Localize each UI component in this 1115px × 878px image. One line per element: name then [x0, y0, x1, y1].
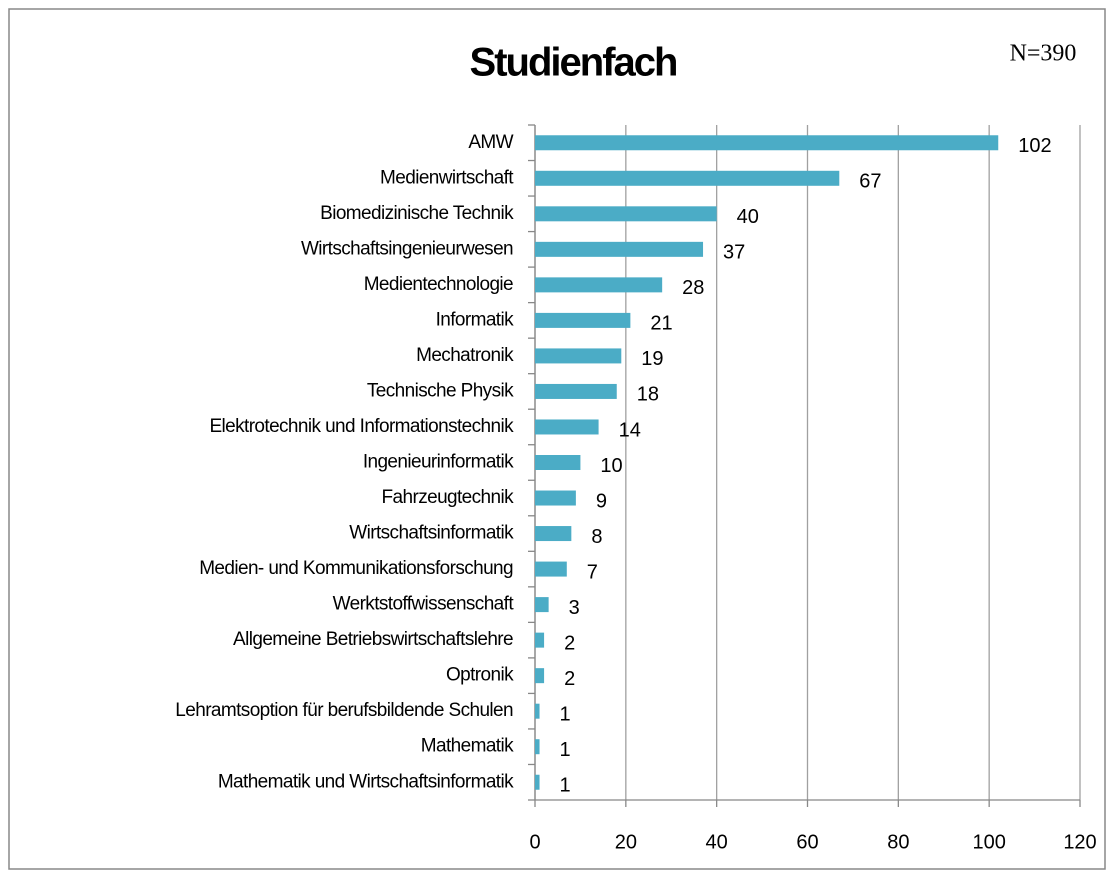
y-tick-label: Mechatronik: [416, 345, 514, 366]
bar: [535, 597, 549, 613]
value-label: 3: [569, 597, 580, 619]
bar: [535, 241, 704, 257]
y-tick-label: Informatik: [436, 309, 515, 330]
bar: [535, 526, 572, 542]
value-label: 102: [1018, 135, 1051, 157]
y-tick-label: Medientechnologie: [364, 274, 513, 295]
value-label: 21: [650, 313, 672, 335]
value-label: 18: [637, 384, 659, 406]
chart-border: [8, 8, 1106, 870]
value-label: 7: [587, 561, 598, 583]
value-label: 28: [682, 277, 704, 299]
y-tick-label: Ingenieurinformatik: [363, 452, 514, 473]
y-tick-label: Technische Physik: [367, 380, 514, 401]
bar: [535, 348, 622, 364]
value-label: 1: [560, 703, 571, 725]
bar: [535, 419, 599, 435]
y-tick-label: Fahrzeugtechnik: [382, 487, 515, 508]
bar: [535, 383, 617, 399]
value-label: 2: [564, 632, 575, 654]
y-tick-label: Medienwirtschaft: [380, 167, 514, 188]
y-tick-label: Lehramtsoption für berufsbildende Schule…: [175, 700, 513, 721]
value-label: 1: [560, 775, 571, 797]
value-label: 9: [596, 490, 607, 512]
y-tick-label: Wirtschaftsingenieurwesen: [301, 238, 513, 259]
value-label: 19: [641, 348, 663, 370]
x-tick-label: 0: [529, 831, 540, 853]
bar: [535, 561, 567, 577]
bar: [535, 312, 631, 328]
x-tick-label: 60: [796, 831, 818, 853]
value-label: 67: [859, 171, 881, 193]
x-tick-label: 100: [972, 831, 1005, 853]
y-tick-label: Optronik: [446, 665, 514, 686]
y-tick-label: Mathematik: [421, 736, 514, 757]
y-tick-label: AMW: [468, 132, 513, 153]
bar: [535, 703, 540, 719]
value-label: 8: [591, 526, 602, 548]
x-tick-label: 80: [887, 831, 909, 853]
y-tick-label: Werktstoffwissenschaft: [333, 594, 515, 615]
bar: [535, 135, 999, 151]
annotation: N=390: [1010, 41, 1077, 67]
value-label: 40: [737, 206, 759, 228]
value-label: 1: [560, 739, 571, 761]
bar: [535, 739, 540, 755]
y-tick-label: Wirtschaftsinformatik: [349, 523, 514, 544]
bar: [535, 206, 717, 222]
y-tick-label: Allgemeine Betriebswirtschaftslehre: [233, 629, 513, 650]
value-label: 10: [600, 455, 622, 477]
value-label: 37: [723, 242, 745, 264]
y-tick-label: Mathematik und Wirtschaftsinformatik: [218, 771, 514, 792]
x-tick-label: 40: [706, 831, 728, 853]
x-tick-label: 120: [1063, 831, 1096, 853]
value-label: 14: [619, 419, 641, 441]
bar: [535, 455, 581, 470]
bar: [535, 490, 576, 506]
bar: [535, 170, 840, 186]
value-label: 2: [564, 668, 575, 690]
y-tick-label: Biomedizinische Technik: [320, 203, 514, 224]
y-tick-label: Elektrotechnik und Informationstechnik: [209, 416, 514, 437]
bar: [535, 668, 545, 684]
bar: [535, 774, 540, 790]
x-tick-label: 20: [615, 831, 637, 853]
chart-title: Studienfach: [470, 41, 677, 85]
y-tick-label: Medien- und Kommunikationsforschung: [199, 558, 513, 579]
bar: [535, 632, 545, 648]
bar: [535, 277, 663, 293]
